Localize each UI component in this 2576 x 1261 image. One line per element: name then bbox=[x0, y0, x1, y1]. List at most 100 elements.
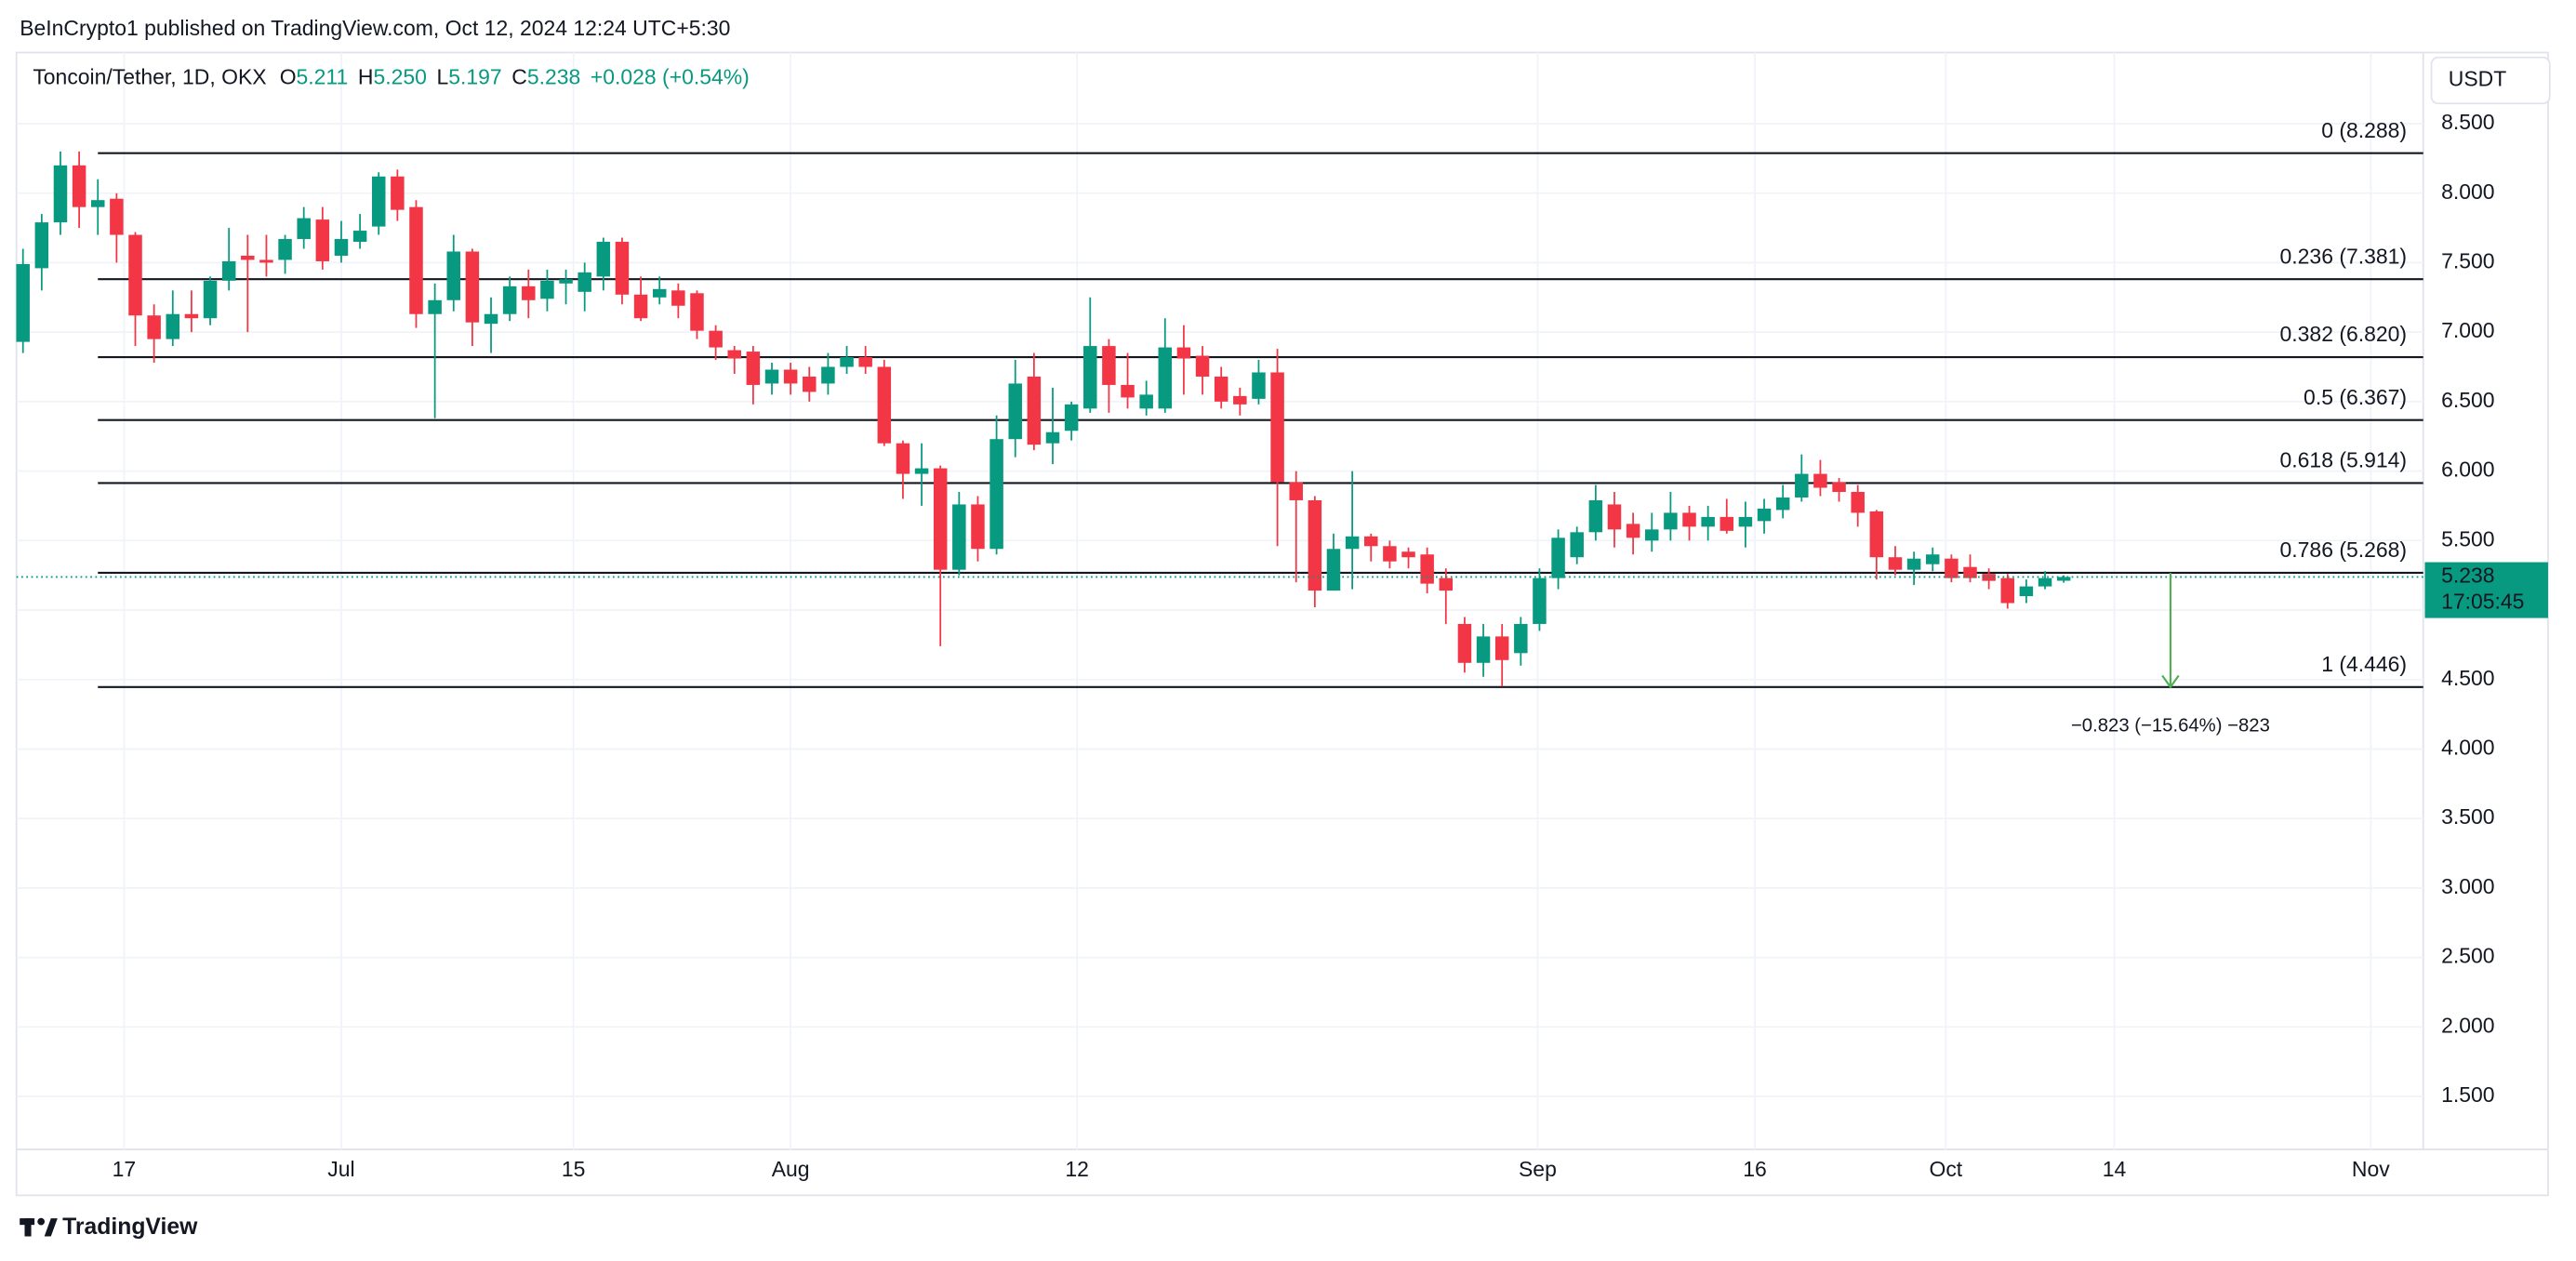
candle-body bbox=[1233, 395, 1247, 405]
candle-body bbox=[110, 198, 124, 235]
candle-body bbox=[16, 263, 30, 342]
x-tick-label: Nov bbox=[2352, 1157, 2390, 1181]
currency-button[interactable] bbox=[2430, 56, 2551, 105]
x-tick-label: 15 bbox=[562, 1157, 586, 1181]
legend-key: L bbox=[436, 65, 448, 89]
y-tick-label: 6.000 bbox=[2441, 458, 2494, 482]
candle-body bbox=[989, 439, 1003, 550]
candle-body bbox=[709, 330, 723, 348]
symbol: Toncoin/Tether, 1D, OKX bbox=[33, 65, 266, 89]
y-tick-label: 4.000 bbox=[2441, 736, 2494, 760]
candle-body bbox=[1869, 511, 1884, 558]
candle-body bbox=[1888, 557, 1903, 570]
candle-body bbox=[933, 468, 948, 570]
legend-key: H bbox=[358, 65, 374, 89]
candle-body bbox=[166, 313, 180, 339]
candle-body bbox=[1158, 347, 1173, 409]
y-tick-label: 6.500 bbox=[2441, 388, 2494, 412]
fib-level-label: 1 (4.446) bbox=[2321, 652, 2407, 676]
x-tick-label: 17 bbox=[113, 1157, 137, 1181]
last-price-box bbox=[2424, 562, 2548, 618]
candle-body bbox=[1757, 508, 1772, 522]
candle-body bbox=[1720, 516, 1734, 531]
logo-shape bbox=[24, 1218, 32, 1237]
change: +0.028 (+0.54%) bbox=[591, 65, 750, 89]
candle-body bbox=[1738, 516, 1753, 527]
y-tick-label: 8.000 bbox=[2441, 179, 2494, 204]
candle-body bbox=[1401, 551, 1415, 558]
candle-body bbox=[877, 366, 892, 444]
currency[interactable]: USDT bbox=[2449, 67, 2506, 91]
candle-body bbox=[1195, 355, 1210, 377]
y-tick-label: 3.000 bbox=[2441, 874, 2494, 898]
candle-body bbox=[334, 239, 349, 256]
candle-body bbox=[1775, 497, 1790, 511]
candle-body bbox=[371, 176, 386, 227]
candle-body bbox=[652, 288, 667, 298]
candle-body bbox=[1102, 346, 1116, 385]
candle-body bbox=[90, 200, 105, 207]
candle-body bbox=[1027, 376, 1042, 445]
candle-body bbox=[1008, 383, 1022, 440]
candle-body bbox=[559, 279, 573, 284]
x-tick-label: Oct bbox=[1929, 1157, 1962, 1181]
candle-body bbox=[1420, 554, 1434, 584]
logo-shape bbox=[37, 1217, 46, 1226]
candle-body bbox=[502, 285, 517, 314]
candle-body bbox=[184, 313, 199, 319]
candle-body bbox=[615, 242, 630, 295]
candle-body bbox=[1925, 554, 1940, 564]
x-tick-label: 12 bbox=[1065, 1157, 1089, 1181]
candle-body bbox=[971, 504, 985, 550]
candle-body bbox=[1832, 482, 1846, 492]
candle-body bbox=[1701, 516, 1715, 527]
fib-level-label: 0.382 (6.820) bbox=[2280, 322, 2407, 346]
y-tick-label: 4.500 bbox=[2441, 666, 2494, 690]
candle-body bbox=[803, 376, 817, 392]
candle-body bbox=[315, 219, 330, 261]
x-tick-label: 14 bbox=[2103, 1157, 2127, 1181]
candle-body bbox=[633, 294, 648, 319]
candle-body bbox=[1326, 549, 1341, 591]
legend-value: 5.211 bbox=[297, 65, 349, 89]
candle-body bbox=[1476, 636, 1491, 663]
candle-body bbox=[821, 366, 835, 384]
y-tick-label: 3.500 bbox=[2441, 804, 2494, 829]
fib-level-label: 0.786 (5.268) bbox=[2280, 538, 2407, 562]
axes: 1.5002.0002.5003.0003.5004.0004.5005.000… bbox=[113, 110, 2548, 1181]
candle-body bbox=[352, 231, 367, 243]
candle-body bbox=[53, 165, 68, 223]
candle-body bbox=[34, 222, 49, 269]
candle-body bbox=[578, 272, 591, 292]
x-tick-label: Aug bbox=[772, 1157, 810, 1181]
candle-body bbox=[1551, 538, 1565, 578]
candle-body bbox=[1851, 491, 1865, 513]
candle-body bbox=[2038, 577, 2052, 587]
candle-body bbox=[2056, 577, 2071, 581]
candle-body bbox=[783, 369, 798, 384]
x-tick-label: 16 bbox=[1743, 1157, 1767, 1181]
candle-body bbox=[1289, 482, 1303, 500]
measure-arrow bbox=[2161, 674, 2180, 689]
y-tick-label: 5.500 bbox=[2441, 526, 2494, 551]
candle-body bbox=[858, 357, 872, 367]
candle-body bbox=[1214, 376, 1228, 402]
candle-body bbox=[1644, 529, 1659, 541]
candle-body bbox=[241, 255, 255, 260]
x-tick-label: Sep bbox=[1519, 1157, 1557, 1181]
candle-body bbox=[671, 290, 685, 306]
candle-body bbox=[522, 285, 536, 300]
candle-body bbox=[1439, 577, 1454, 591]
candle-body bbox=[147, 315, 161, 339]
legend-key: O bbox=[280, 65, 297, 89]
candle-body bbox=[914, 468, 929, 474]
last-price-label: 5.238 bbox=[2441, 564, 2494, 588]
y-tick-label: 2.500 bbox=[2441, 944, 2494, 968]
y-tick-label: 2.000 bbox=[2441, 1013, 2494, 1037]
candle-body bbox=[596, 242, 611, 277]
candle-body bbox=[727, 350, 741, 359]
logo-shape bbox=[44, 1218, 58, 1237]
candle-body bbox=[1345, 536, 1360, 550]
published-line: BeInCrypto1 published on TradingView.com… bbox=[20, 16, 730, 40]
